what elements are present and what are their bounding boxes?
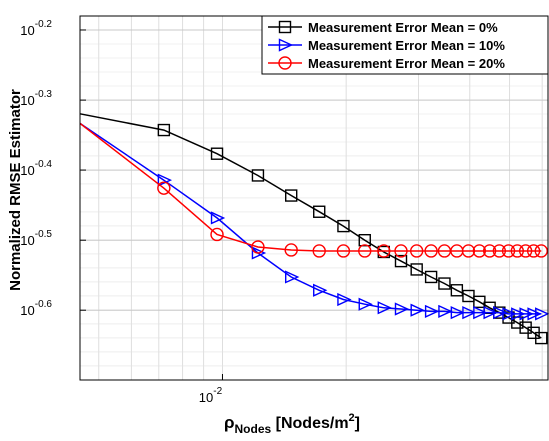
y-tick-label: 10-0.5 — [20, 229, 52, 248]
data-point-triangle — [502, 307, 517, 321]
data-point-circle — [472, 244, 487, 258]
y-tick-exponent: -0.4 — [35, 159, 53, 170]
data-point-triangle — [535, 307, 549, 321]
y-tick-exponent: -0.3 — [35, 89, 53, 100]
data-point-circle — [312, 244, 326, 258]
data-point-circle — [501, 244, 516, 258]
y-tick-exponent: -0.2 — [35, 19, 53, 30]
data-point-triangle — [410, 303, 425, 317]
y-tick-exponent: -0.5 — [35, 229, 53, 240]
data-point-triangle — [527, 307, 542, 321]
x-axis-label: ρNodes [Nodes/m2] — [224, 412, 360, 436]
data-point-circle — [461, 244, 476, 258]
data-point-triangle — [394, 302, 410, 316]
series-line — [79, 122, 542, 252]
legend-label: Measurement Error Mean = 20% — [308, 56, 505, 71]
data-point-triangle — [462, 306, 477, 320]
data-point-triangle — [438, 304, 453, 319]
data-point-circle — [409, 244, 424, 258]
y-axis-label: Normalized RMSE Estimator — [7, 89, 24, 291]
legend-entry: Measurement Error Mean = 0% — [268, 20, 498, 35]
data-point-triangle — [519, 307, 534, 321]
data-point-triangle — [473, 306, 488, 320]
legend: Measurement Error Mean = 0% Measurement E… — [261, 15, 549, 75]
data-point-square — [424, 270, 438, 284]
series-line — [79, 122, 542, 315]
data-point-square — [394, 254, 408, 268]
data-point-triangle — [210, 211, 226, 225]
x-axis-label-sub: Nodes — [235, 422, 272, 436]
x-tick-exponent: -2 — [213, 386, 222, 397]
data-point-square — [157, 123, 171, 137]
data-point-circle — [157, 181, 171, 195]
x-axis-label-unit-sup: 2 — [349, 412, 355, 424]
data-point-triangle — [251, 246, 267, 260]
data-point-triangle — [157, 173, 173, 187]
data-point-circle — [534, 244, 548, 258]
x-axis-label-unit-end: ] — [355, 415, 360, 432]
y-tick-label: 10-0.4 — [20, 159, 52, 178]
data-point-triangle — [424, 304, 440, 319]
data-point-circle — [278, 56, 292, 70]
series-1 — [79, 122, 549, 321]
data-point-square — [251, 169, 265, 182]
data-point-circle — [358, 244, 372, 258]
series-layer — [79, 113, 549, 345]
data-point-circle — [424, 244, 438, 258]
data-point-triangle — [511, 307, 526, 321]
legend-label: Measurement Error Mean = 10% — [308, 38, 505, 53]
data-point-circle — [526, 244, 541, 258]
data-point-square — [313, 205, 326, 218]
data-point-circle — [510, 244, 525, 258]
y-tick-exponent: -0.6 — [35, 299, 53, 310]
y-tick-label: 10-0.3 — [20, 89, 52, 108]
data-point-square — [410, 263, 423, 276]
legend-label: Measurement Error Mean = 0% — [308, 20, 498, 35]
data-point-triangle — [493, 306, 508, 320]
y-tick-label: 10-0.2 — [20, 19, 52, 38]
data-point-triangle — [313, 283, 328, 297]
data-point-triangle — [337, 292, 352, 307]
data-point-square — [438, 277, 451, 290]
data-point-circle — [251, 240, 265, 254]
x-axis-label-base: ρ — [224, 413, 235, 432]
data-point-triangle — [377, 301, 392, 315]
data-point-circle — [377, 244, 391, 258]
data-point-square — [358, 233, 371, 247]
legend-entry: Measurement Error Mean = 10% — [268, 38, 505, 53]
data-point-triangle — [278, 38, 294, 52]
data-point-circle — [394, 244, 408, 258]
data-point-square — [278, 20, 292, 34]
data-point-triangle — [285, 270, 300, 284]
data-point-triangle — [450, 306, 466, 320]
data-point-circle — [284, 243, 298, 257]
legend-box — [261, 15, 549, 75]
data-point-circle — [210, 227, 224, 242]
x-axis-label-unit: [Nodes/m — [271, 415, 348, 432]
legend-entry: Measurement Error Mean = 20% — [268, 56, 505, 71]
x-tick-label: 10-2 — [199, 386, 223, 405]
data-point-square — [210, 147, 224, 160]
series-2 — [79, 122, 548, 258]
data-point-circle — [336, 244, 351, 258]
data-point-square — [535, 331, 548, 345]
data-point-circle — [492, 244, 507, 258]
data-point-circle — [518, 244, 533, 258]
data-point-circle — [482, 244, 497, 258]
data-point-triangle — [358, 297, 373, 311]
data-point-square — [337, 219, 350, 233]
data-point-square — [285, 189, 298, 202]
y-tick-label: 10-0.6 — [20, 299, 52, 318]
data-point-triangle — [483, 306, 498, 320]
